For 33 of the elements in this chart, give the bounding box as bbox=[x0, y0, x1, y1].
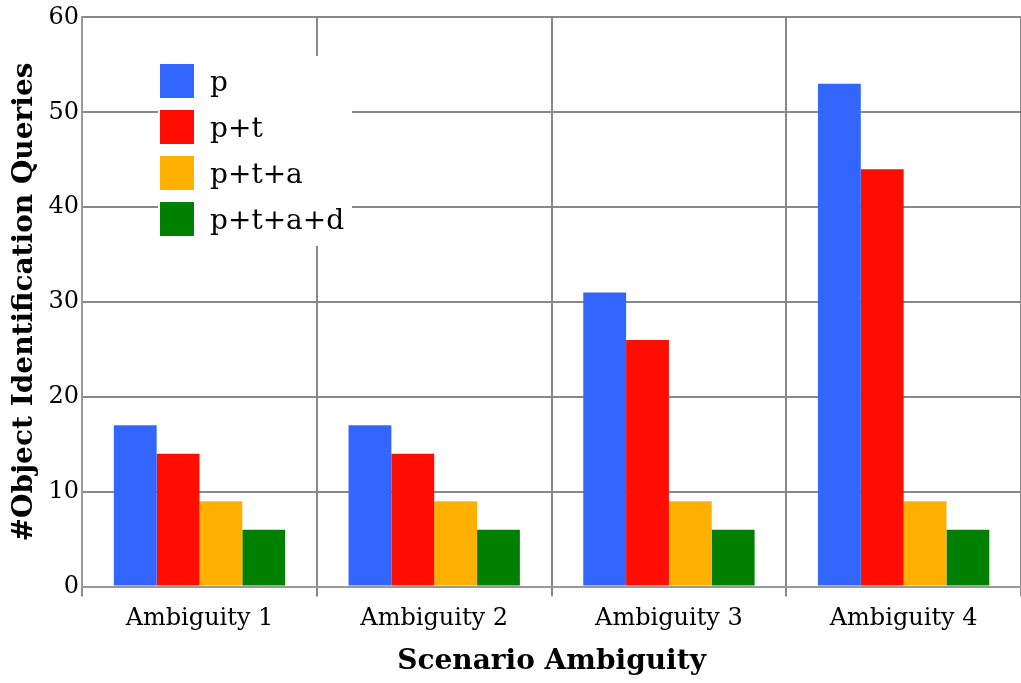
y-tick-label: 50 bbox=[48, 96, 80, 125]
y-tick-label: 0 bbox=[63, 570, 80, 599]
x-tick-label: Ambiguity 2 bbox=[359, 603, 509, 632]
bar bbox=[199, 501, 243, 586]
bar bbox=[348, 425, 392, 586]
bar bbox=[477, 529, 520, 586]
bar bbox=[434, 501, 478, 586]
bar bbox=[946, 529, 990, 586]
bar bbox=[626, 339, 669, 586]
x-tick-label: Ambiguity 3 bbox=[594, 603, 743, 632]
y-tick-label: 40 bbox=[48, 191, 80, 220]
bar bbox=[860, 169, 904, 586]
bar bbox=[113, 425, 157, 586]
bar bbox=[156, 453, 200, 586]
bar bbox=[903, 501, 947, 586]
legend-label: p bbox=[210, 64, 228, 98]
x-tick-label: Ambiguity 1 bbox=[124, 603, 274, 632]
bar bbox=[817, 83, 861, 586]
y-tick-label: 60 bbox=[48, 1, 80, 30]
legend-label: p+t+a bbox=[210, 156, 303, 190]
legend-label: p+t+a+d bbox=[210, 202, 345, 236]
y-tick-label: 30 bbox=[48, 286, 80, 315]
x-tick-label: Ambiguity 4 bbox=[828, 603, 978, 632]
bar bbox=[391, 453, 435, 586]
legend-label: p+t bbox=[210, 110, 263, 144]
bar bbox=[711, 529, 755, 586]
bar bbox=[583, 292, 627, 586]
y-tick-label: 10 bbox=[48, 475, 80, 504]
y-tick-label: 20 bbox=[48, 381, 80, 410]
bar bbox=[242, 529, 286, 586]
bar bbox=[668, 501, 712, 586]
y-axis-title: #Object Identification Queries bbox=[6, 62, 40, 542]
x-axis-title: Scenario Ambiguity bbox=[397, 643, 707, 677]
